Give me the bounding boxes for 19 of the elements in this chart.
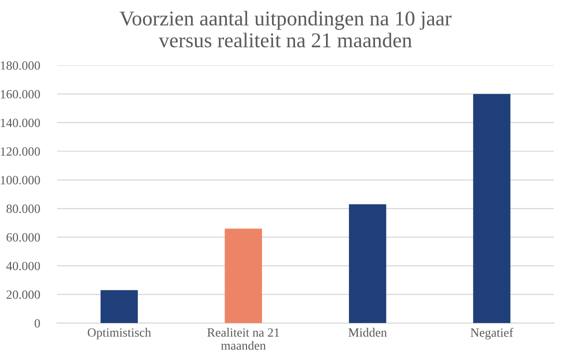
y-tick-label: 60.000 xyxy=(6,233,40,242)
x-tick-label: Realiteit na 21 maanden xyxy=(207,328,280,350)
chart-title: Voorzien aantal uitpondingen na 10 jaar versus realiteit na 21 maanden xyxy=(120,10,452,48)
y-tick-label: 80.000 xyxy=(6,204,40,214)
y-tick-label: 140.000 xyxy=(0,118,40,128)
y-tick-label: 0 xyxy=(34,319,40,328)
y-tick-label: 20.000 xyxy=(6,290,40,299)
y-tick-label: 40.000 xyxy=(6,262,40,270)
x-tick-label: Negatief xyxy=(470,328,514,340)
bar xyxy=(473,94,510,324)
y-tick-label: 120.000 xyxy=(0,147,40,156)
y-tick-label: 180.000 xyxy=(0,61,40,70)
bar xyxy=(348,204,386,324)
bar xyxy=(224,228,262,324)
y-tick-label: 100.000 xyxy=(0,176,40,184)
y-tick-label: 160.000 xyxy=(0,90,40,98)
bar xyxy=(100,290,138,324)
x-tick-label: Optimistisch xyxy=(88,328,151,340)
x-tick-label: Midden xyxy=(348,328,387,337)
